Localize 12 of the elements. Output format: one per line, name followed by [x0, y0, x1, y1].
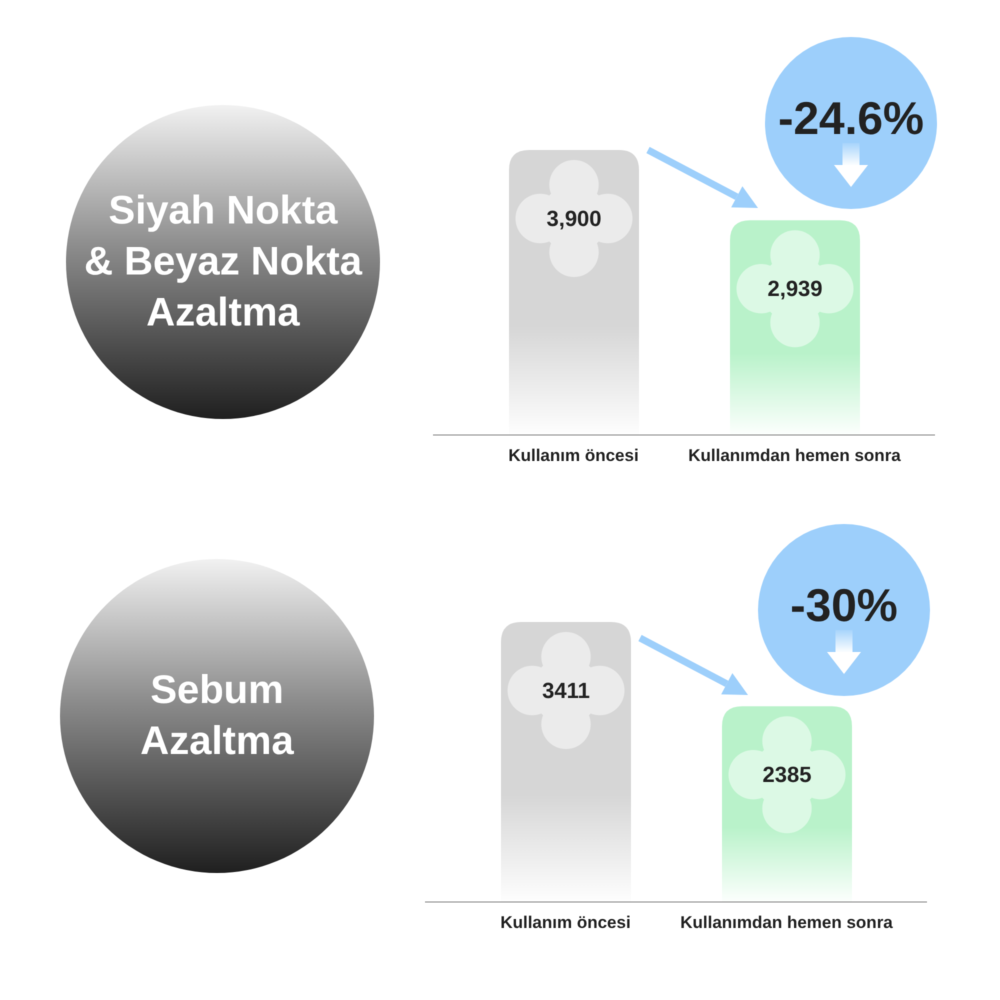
x-tick-label: Kullanım öncesi: [500, 913, 631, 932]
text: Siyah Nokta & Beyaz Nokta Azaltma: [84, 188, 362, 336]
data-label: 2,939: [767, 276, 823, 302]
data-label: 3,900: [546, 206, 602, 231]
x-tick-label: Kullanımdan hemen sonra: [688, 446, 902, 466]
annotation: -30%: [790, 579, 898, 631]
data-label: 2385: [762, 762, 812, 788]
text: Sebum Azaltma: [140, 667, 294, 765]
x-tick-label: Kullanım öncesi: [508, 446, 639, 466]
x-tick-label: Kullanımdan hemen sonra: [680, 913, 894, 932]
text: -24.6%: [778, 92, 924, 144]
data-label: 3411: [542, 678, 590, 703]
